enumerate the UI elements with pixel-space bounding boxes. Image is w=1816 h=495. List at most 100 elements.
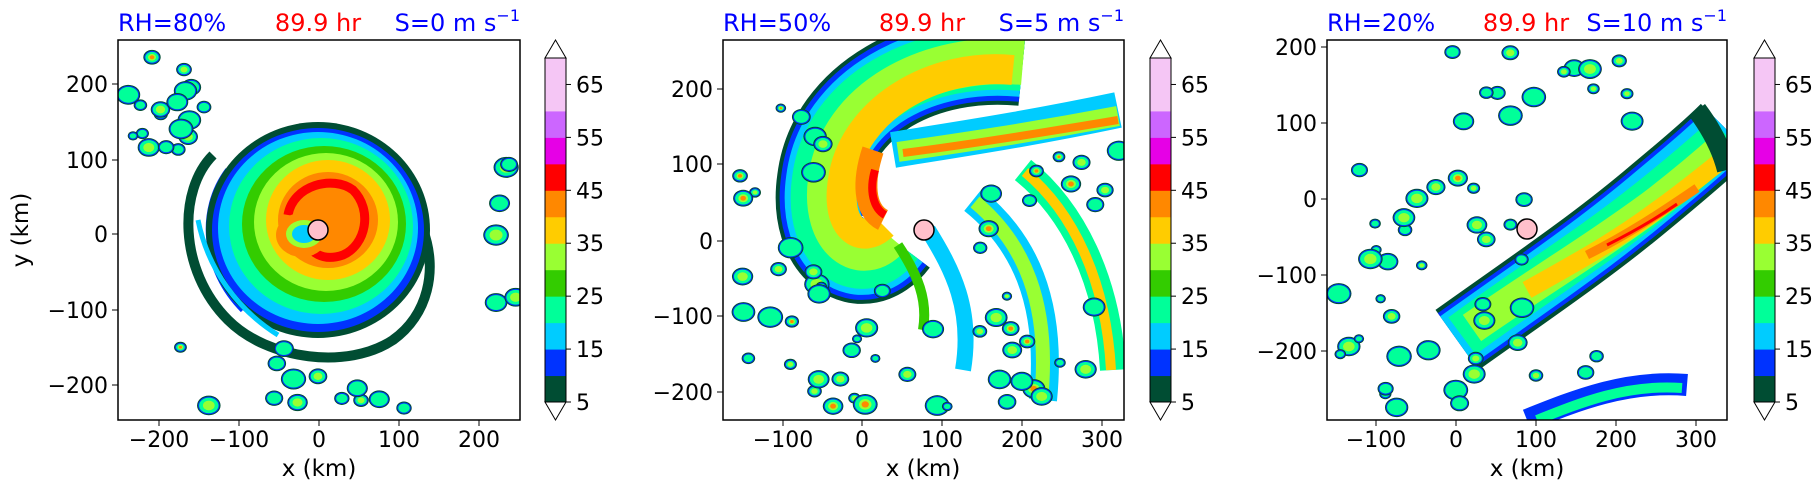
convective-cell (1476, 231, 1496, 248)
panel-3-plot-area (1327, 40, 1727, 420)
convective-cell (972, 325, 988, 338)
colorbar-extend-max (544, 39, 567, 59)
convective-cell (1479, 86, 1494, 99)
panel-3-field (1326, 39, 1728, 421)
panel-2-xtick: 300 (1081, 428, 1123, 453)
panel-2-ytick: −100 (653, 305, 713, 330)
colorbar-segment (1754, 84, 1775, 112)
colorbar-segment (1754, 216, 1775, 244)
convective-cell (1096, 182, 1114, 198)
panel-1-ylabel: y (km) (8, 193, 34, 268)
panel-3-title-right: S=10 m s−1 (1586, 6, 1727, 37)
colorbar-tick-label: 35 (576, 232, 604, 257)
convective-cell (1466, 216, 1488, 234)
panel-2-title-right: S=5 m s−1 (999, 6, 1124, 37)
panel-3-storm-center-marker (1516, 218, 1538, 240)
colorbar-segment (545, 296, 566, 324)
convective-cell (1074, 359, 1097, 379)
colorbar-segment (1754, 269, 1775, 297)
panel-2-xtick: 100 (921, 428, 963, 453)
convective-cell (851, 334, 863, 344)
colorbar-segment (1754, 296, 1775, 324)
convective-cell (1060, 175, 1082, 193)
panel-3-xtick: 100 (1515, 428, 1557, 453)
convective-cell (873, 283, 891, 299)
convective-cell (898, 366, 917, 382)
colorbar-tick-label: 25 (576, 285, 604, 310)
convective-cell (170, 143, 186, 156)
convective-cell (1327, 283, 1352, 305)
convective-cell (1509, 297, 1535, 319)
panel-2-ytick: −200 (653, 381, 713, 406)
convective-cell (143, 49, 161, 65)
panel-3-xlabel: x (km) (1490, 456, 1565, 482)
convective-cell (346, 379, 368, 398)
colorbar-segment (1754, 322, 1775, 350)
panel-2-y-ticks: 200 100 0 −100 −200 (653, 78, 723, 406)
convective-cell (1353, 334, 1365, 344)
panel-2-axes-frame (722, 39, 1125, 421)
colorbar-segment (1754, 163, 1775, 191)
panel-1-title-right-exp: −1 (496, 6, 520, 25)
colorbar-segment (1150, 58, 1171, 85)
convective-cell (1501, 45, 1520, 61)
panel-1-colorbar: 5 15 25 35 45 55 65 (544, 39, 604, 421)
convective-cell (1106, 140, 1124, 161)
colorbar-tick-label: 45 (1785, 179, 1813, 204)
panel-3-ytick: −100 (1257, 264, 1317, 289)
convective-cell (1052, 151, 1066, 163)
colorbar-tick-label: 25 (1181, 285, 1209, 310)
convective-cell (1382, 308, 1401, 324)
convective-cell (1620, 111, 1644, 131)
convective-cell (1589, 349, 1604, 363)
colorbar-tick-label: 35 (1785, 232, 1813, 257)
panel-2-title-right-text: S=5 m s (999, 9, 1101, 37)
convective-cell (137, 138, 160, 157)
convective-cell (1029, 164, 1044, 178)
convective-cell (1443, 379, 1469, 401)
convective-cell (1377, 381, 1394, 396)
panel-1-xtick: −100 (209, 428, 269, 453)
convective-cell (1334, 349, 1347, 360)
panel-3-title-right-exp: −1 (1703, 6, 1727, 25)
convective-cell (1002, 341, 1023, 359)
colorbar-tick-label: 35 (1181, 232, 1209, 257)
panel-3-colorbar: 5 15 25 35 45 55 65 (1753, 39, 1813, 421)
convective-cell (368, 390, 390, 409)
colorbar-segment (1150, 84, 1171, 112)
panel-1-title-center: 89.9 hr (275, 9, 361, 37)
convective-cell (267, 355, 287, 372)
convective-cell (1416, 340, 1441, 361)
convective-cell (973, 241, 988, 254)
colorbar-extend-min (1149, 401, 1172, 421)
convective-cell (174, 341, 187, 353)
panel-1-xtick: 200 (458, 428, 500, 453)
convective-cell (1498, 105, 1523, 126)
colorbar-tick-label: 15 (576, 338, 604, 363)
convective-cell (1001, 291, 1013, 301)
panel-1: RH=80% 89.9 hr S=0 m s−1 (8, 6, 604, 482)
convective-cell (1010, 371, 1034, 391)
colorbar-frame (544, 57, 567, 403)
convective-cell (1358, 248, 1383, 270)
colorbar-segment (1754, 110, 1775, 138)
convective-cell (504, 287, 520, 307)
convective-cell (1444, 45, 1461, 60)
panel-2-xtick: 0 (855, 428, 869, 453)
convective-cell (1557, 65, 1571, 78)
panel-3-ytick: −200 (1257, 340, 1317, 365)
convective-cell (168, 118, 194, 140)
colorbar-segment (1150, 216, 1171, 244)
colorbar-tick-label: 65 (576, 73, 604, 98)
panel-1-title-right-text: S=0 m s (395, 9, 497, 37)
panel-3-title-left: RH=20% (1327, 9, 1435, 37)
convective-cell (1576, 365, 1595, 380)
convective-cell (166, 92, 189, 112)
convective-cell (273, 340, 294, 357)
colorbar-tick-label: 65 (1785, 73, 1813, 98)
convective-cell (984, 308, 1008, 328)
colorbar-segment (545, 375, 566, 403)
colorbar-segment (1754, 349, 1775, 377)
convective-cell (489, 194, 511, 213)
colorbar-segment (1150, 190, 1171, 218)
